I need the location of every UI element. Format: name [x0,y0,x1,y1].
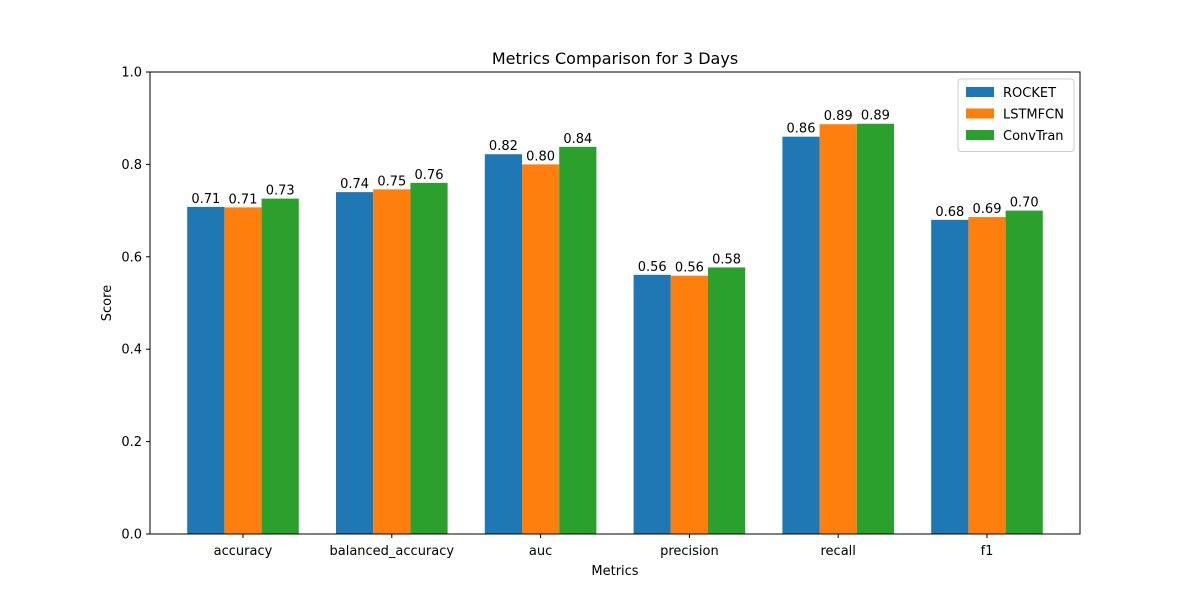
bar-rocket-auc [484,154,522,535]
bar-convtran-recall [856,123,894,535]
x-tick-label: precision [660,544,719,559]
bar-rocket-f1 [931,219,969,534]
data-label: 0.80 [526,149,555,164]
y-tick-label: 0.4 [121,343,142,358]
bar-lstmfcn-balanced_accuracy [373,189,411,534]
bar-rocket-precision [633,274,671,534]
axes-layer: 0.0 0.2 0.4 0.6 0.8 1.0 accuracy balanced_accur… [121,66,1081,559]
plot-frame [149,71,1081,535]
data-label: 0.82 [489,139,518,154]
legend-swatch-lstmfcn [966,108,994,119]
legend-swatch-convtran [966,130,994,140]
x-tick-label: auc [529,544,552,559]
x-tick-label: accuracy [214,544,273,559]
data-label: 0.89 [824,109,853,124]
data-label: 0.71 [229,192,258,207]
bar-convtran-f1 [1005,210,1043,534]
data-label: 0.73 [266,184,295,199]
bar-rocket-recall [782,136,820,534]
data-label: 0.56 [638,260,667,275]
value-labels-layer: 0.71 0.74 0.82 0.56 0.86 0.68 0.71 0.75 0.80 0.56… [191,109,1038,276]
bar-convtran-auc [559,146,597,534]
bar-lstmfcn-precision [670,275,708,534]
data-label: 0.56 [675,261,704,276]
bar-lstmfcn-auc [522,164,560,534]
y-tick-label: 0.6 [121,250,142,265]
chart-title: Metrics Comparison for 3 Days [492,49,738,68]
y-tick-label: 0.0 [121,528,142,543]
bar-rocket-balanced_accuracy [336,192,374,534]
legend-swatch-rocket [966,87,994,97]
data-label: 0.75 [377,174,406,189]
x-tick-label: f1 [981,544,994,559]
bar-convtran-balanced_accuracy [410,182,448,534]
bar-convtran-accuracy [261,198,299,534]
data-label: 0.68 [935,205,964,220]
bar-lstmfcn-f1 [968,217,1006,534]
bar-convtran-precision [708,267,746,534]
data-label: 0.70 [1010,196,1039,211]
y-tick-label: 0.2 [121,435,142,450]
bar-lstmfcn-accuracy [224,207,262,534]
data-label: 0.89 [861,109,890,124]
x-axis-label: Metrics [591,564,638,579]
data-label: 0.74 [340,177,369,192]
data-label: 0.86 [787,122,816,137]
legend: ROCKET LSTMFCN ConvTran [957,78,1075,152]
data-label: 0.84 [563,132,592,147]
x-tick-label: recall [820,544,855,559]
data-label: 0.76 [415,168,444,183]
data-label: 0.58 [712,252,741,267]
legend-label-lstmfcn: LSTMFCN [1003,108,1064,123]
y-tick-label: 1.0 [121,66,142,81]
legend-label-rocket: ROCKET [1003,86,1056,101]
y-tick-label: 0.8 [121,158,142,173]
data-label: 0.69 [973,202,1002,217]
y-axis-label: Score [100,285,115,321]
legend-label-convtran: ConvTran [1003,129,1064,144]
bar-lstmfcn-recall [819,124,857,535]
bar-rocket-accuracy [187,206,225,534]
bars-layer [187,123,1043,535]
x-tick-label: balanced_accuracy [330,544,455,559]
data-label: 0.71 [191,192,220,207]
